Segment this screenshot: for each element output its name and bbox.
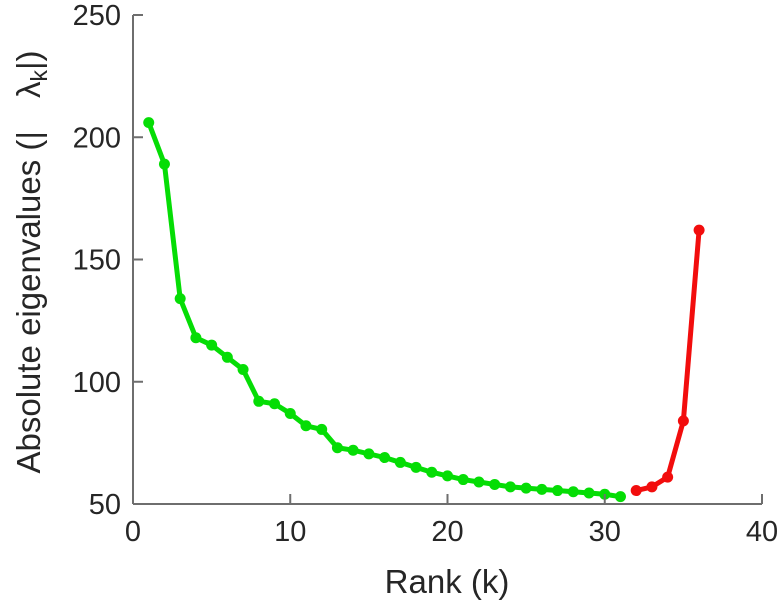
x-tick-label: 20 xyxy=(431,516,463,548)
data-point-marker xyxy=(174,293,186,305)
y-axis-label: Absolute eigenvalues (| λk|) xyxy=(10,50,52,473)
data-point-marker xyxy=(504,481,516,493)
series-line xyxy=(633,227,702,494)
x-tick-label: 10 xyxy=(274,516,306,548)
series-layer xyxy=(143,117,705,503)
y-tick-label: 100 xyxy=(73,367,121,399)
x-tick-group: 0 10 20 30 40 xyxy=(125,494,778,548)
y-axis-label-close: |) xyxy=(10,50,47,70)
y-axis-label-subscript: k xyxy=(26,70,52,82)
data-point-marker xyxy=(316,423,328,435)
data-point-marker xyxy=(677,415,689,427)
data-point-marker xyxy=(379,452,391,464)
data-point-marker xyxy=(269,398,281,410)
axes-layer: 0 10 20 30 40 50 100 150 200 250 xyxy=(73,0,779,548)
data-point-marker xyxy=(457,474,469,486)
y-tick-group: 50 100 150 200 250 xyxy=(73,0,143,521)
y-tick-label: 150 xyxy=(73,245,121,277)
data-point-marker xyxy=(237,364,249,376)
data-point-marker xyxy=(331,442,343,454)
data-point-marker xyxy=(442,470,453,482)
data-point-marker xyxy=(221,351,233,363)
data-point-marker xyxy=(143,117,155,129)
data-point-marker xyxy=(662,471,674,483)
series-line xyxy=(146,120,623,500)
x-axis-label: Rank (k) xyxy=(385,563,510,600)
data-point-marker xyxy=(363,448,375,460)
data-point-marker xyxy=(300,420,312,432)
data-point-marker xyxy=(190,332,202,344)
x-tick-label: 0 xyxy=(125,516,141,548)
series-red-rising-eigenvalues xyxy=(630,224,705,497)
y-axis-label-main: Absolute eigenvalues (| λ xyxy=(10,81,47,473)
y-tick-label: 50 xyxy=(89,489,121,521)
data-point-marker xyxy=(158,158,170,170)
data-point-marker xyxy=(253,395,265,407)
data-point-marker xyxy=(473,476,485,488)
data-point-marker xyxy=(614,491,626,503)
data-point-marker xyxy=(646,481,658,493)
data-point-marker xyxy=(567,486,579,498)
data-point-marker xyxy=(630,485,642,497)
data-point-marker xyxy=(536,483,548,495)
y-tick-label: 200 xyxy=(73,122,121,154)
data-point-marker xyxy=(426,466,438,478)
series-green-declining-eigenvalues xyxy=(143,117,626,503)
data-point-marker xyxy=(520,482,532,494)
data-point-marker xyxy=(489,478,501,490)
data-point-marker xyxy=(206,339,218,351)
data-point-marker xyxy=(583,487,595,499)
data-point-marker xyxy=(410,461,422,473)
x-tick-label: 40 xyxy=(746,516,778,548)
x-tick-label: 30 xyxy=(589,516,621,548)
data-point-marker xyxy=(552,485,564,497)
y-tick-label: 250 xyxy=(73,0,121,32)
data-point-marker xyxy=(693,224,705,236)
data-point-marker xyxy=(347,444,359,456)
data-point-marker xyxy=(394,456,406,468)
data-point-marker xyxy=(284,408,296,420)
